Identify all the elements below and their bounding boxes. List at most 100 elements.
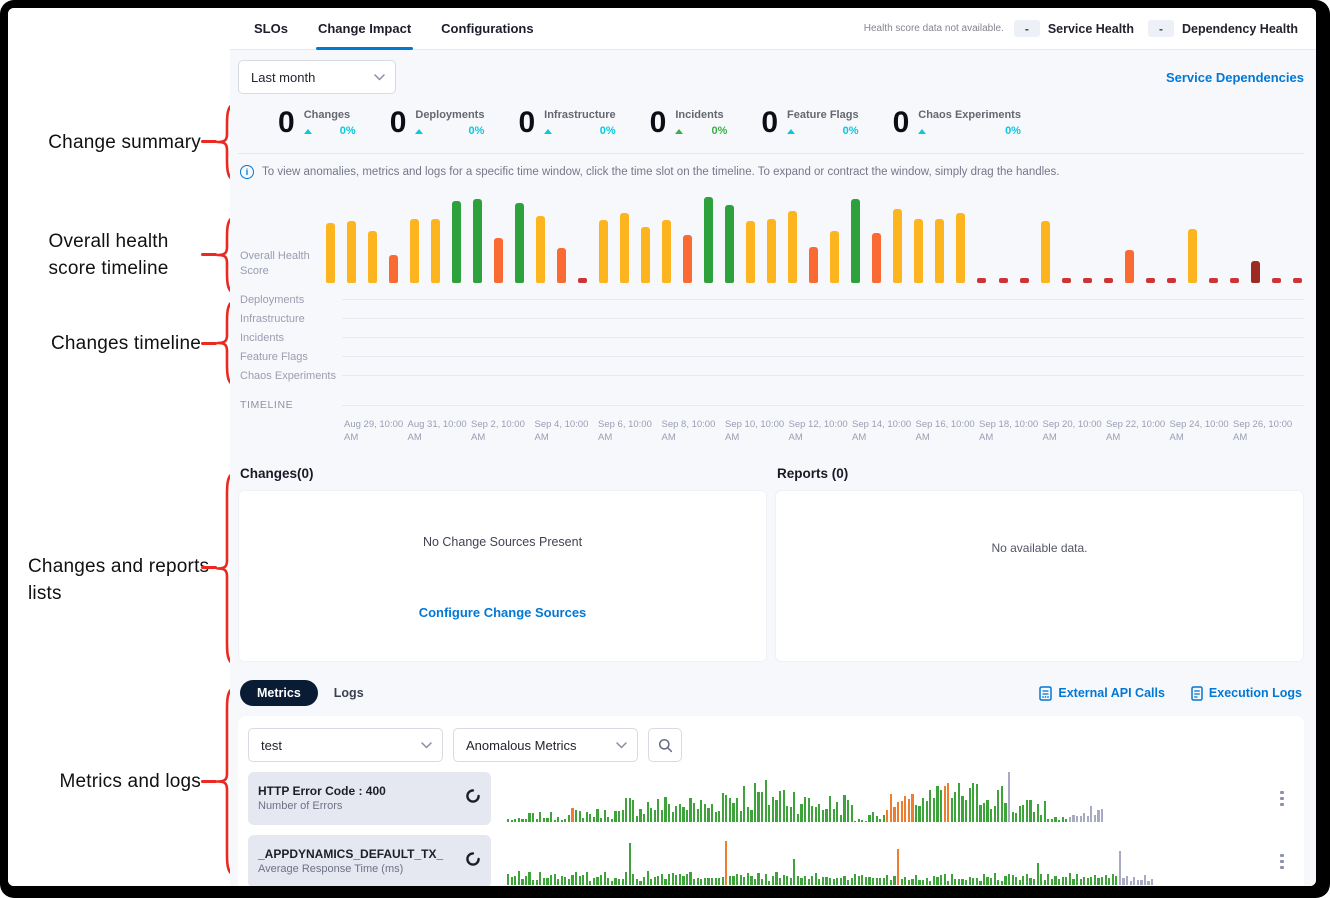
health-bar[interactable] (956, 213, 966, 283)
tab-metrics[interactable]: Metrics (240, 680, 318, 706)
health-bar[interactable] (578, 278, 588, 283)
stat-label: Infrastructure (544, 109, 616, 121)
timeline-date[interactable]: Sep 6, 10:00 AM (598, 419, 652, 443)
timeline-date[interactable]: Sep 20, 10:00 AM (1042, 419, 1102, 443)
health-bar[interactable] (893, 209, 903, 283)
timeline-date[interactable]: Sep 16, 10:00 AM (915, 419, 975, 443)
service-select[interactable]: test (248, 728, 443, 762)
health-bar[interactable] (536, 216, 546, 283)
health-bar[interactable] (851, 199, 861, 283)
health-bar[interactable] (935, 219, 945, 283)
timeline-date[interactable]: Sep 22, 10:00 AM (1106, 419, 1166, 443)
health-bar[interactable] (914, 219, 924, 283)
info-text: To view anomalies, metrics and logs for … (262, 166, 1060, 178)
health-score-bars[interactable] (326, 195, 1304, 283)
execution-logs-link[interactable]: Execution Logs (1191, 685, 1302, 701)
health-bar[interactable] (410, 219, 420, 283)
refresh-icon[interactable] (465, 788, 481, 809)
metric-rows: HTTP Error Code : 400 Number of Errors _AP… (248, 772, 1294, 886)
health-bar[interactable] (998, 278, 1008, 283)
stat-incidents: 0 Incidents 0% (650, 107, 728, 139)
metric-row: HTTP Error Code : 400 Number of Errors (248, 772, 1294, 825)
service-dependencies-link[interactable]: Service Dependencies (1165, 69, 1304, 85)
health-bar[interactable] (830, 231, 840, 283)
health-bar[interactable] (1145, 278, 1155, 283)
health-bar[interactable] (704, 197, 714, 283)
health-bar[interactable] (788, 211, 798, 283)
health-bar[interactable] (326, 223, 335, 283)
annotation-brace (216, 216, 237, 299)
health-bar[interactable] (368, 231, 378, 283)
health-bar[interactable] (662, 220, 672, 283)
health-bar[interactable] (1166, 278, 1176, 283)
timeline-date[interactable]: Aug 31, 10:00 AM (407, 419, 467, 443)
info-banner: i To view anomalies, metrics and logs fo… (238, 154, 1304, 181)
health-bar[interactable] (1187, 229, 1197, 283)
health-bar[interactable] (557, 248, 567, 283)
search-button[interactable] (648, 728, 682, 762)
health-bar[interactable] (599, 220, 609, 283)
health-bar[interactable] (620, 213, 630, 283)
health-bar[interactable] (809, 247, 819, 283)
metric-info-card[interactable]: _APPDYNAMICS_DEFAULT_TX_ Average Response… (248, 835, 491, 886)
timeline-row-label: Feature Flags (240, 350, 308, 363)
health-bar[interactable] (389, 255, 399, 283)
time-range-value: Last month (251, 69, 316, 85)
health-bar[interactable] (725, 205, 735, 283)
timeline-date[interactable]: Sep 18, 10:00 AM (979, 419, 1039, 443)
health-bar[interactable] (1292, 278, 1302, 283)
health-bar[interactable] (1019, 278, 1029, 283)
health-bar[interactable] (872, 233, 882, 283)
timeline-date[interactable]: Sep 2, 10:00 AM (471, 419, 525, 443)
timeline-date[interactable]: Sep 24, 10:00 AM (1169, 419, 1229, 443)
tab-change-impact[interactable]: Change Impact (315, 8, 414, 50)
tab-configurations[interactable]: Configurations (441, 21, 534, 36)
health-bar[interactable] (1103, 278, 1113, 283)
metric-sparkline[interactable] (501, 835, 1260, 886)
timeline-date[interactable]: Sep 26, 10:00 AM (1233, 419, 1293, 443)
health-bar[interactable] (494, 238, 504, 283)
health-bar[interactable] (1250, 261, 1260, 283)
health-bar[interactable] (515, 203, 525, 283)
metric-info-card[interactable]: HTTP Error Code : 400 Number of Errors (248, 772, 491, 825)
timeline-date[interactable]: Sep 12, 10:00 AM (788, 419, 848, 443)
timeline-date[interactable]: Aug 29, 10:00 AM (344, 419, 404, 443)
health-bar[interactable] (347, 221, 357, 283)
health-bar[interactable] (431, 219, 441, 283)
timeline-axis-label: TIMELINE (240, 399, 294, 411)
health-bar[interactable] (767, 219, 777, 283)
timeline-date[interactable]: Sep 10, 10:00 AM (725, 419, 785, 443)
tab-logs[interactable]: Logs (333, 686, 364, 700)
timeline-date[interactable]: Sep 14, 10:00 AM (852, 419, 912, 443)
trend-up-icon (303, 128, 312, 134)
kebab-menu[interactable] (1270, 835, 1294, 886)
health-bar[interactable] (1271, 278, 1281, 283)
health-bar[interactable] (1124, 250, 1134, 283)
overall-health-label: Overall Health Score (240, 250, 310, 277)
health-bar[interactable] (977, 278, 987, 283)
health-bar[interactable] (683, 235, 693, 283)
timeline-date[interactable]: Sep 4, 10:00 AM (534, 419, 589, 443)
health-bar[interactable] (641, 227, 651, 283)
metric-filter-select[interactable]: Anomalous Metrics (453, 728, 638, 762)
kebab-menu[interactable] (1270, 772, 1294, 825)
health-bar[interactable] (1061, 278, 1071, 283)
external-api-calls-link[interactable]: External API Calls (1039, 685, 1165, 701)
refresh-icon[interactable] (465, 851, 481, 872)
tab-slos[interactable]: SLOs (254, 21, 288, 36)
trend-up-icon (415, 128, 424, 134)
badge-value: - (1147, 20, 1174, 37)
health-bar[interactable] (1208, 278, 1218, 283)
health-bar[interactable] (473, 199, 483, 283)
time-range-select[interactable]: Last month (238, 60, 396, 94)
health-bar[interactable] (746, 221, 756, 283)
health-bar[interactable] (1040, 221, 1050, 283)
configure-change-sources-link[interactable]: Configure Change Sources (418, 605, 587, 620)
metric-sparkline[interactable] (501, 772, 1260, 825)
health-bar[interactable] (1082, 278, 1092, 283)
timeline-date[interactable]: Sep 8, 10:00 AM (661, 419, 716, 443)
page-canvas: Change summary Overall health score timeli… (8, 8, 1316, 886)
health-bar[interactable] (452, 201, 462, 283)
annotation-connector-line (201, 566, 217, 569)
health-bar[interactable] (1229, 278, 1239, 283)
